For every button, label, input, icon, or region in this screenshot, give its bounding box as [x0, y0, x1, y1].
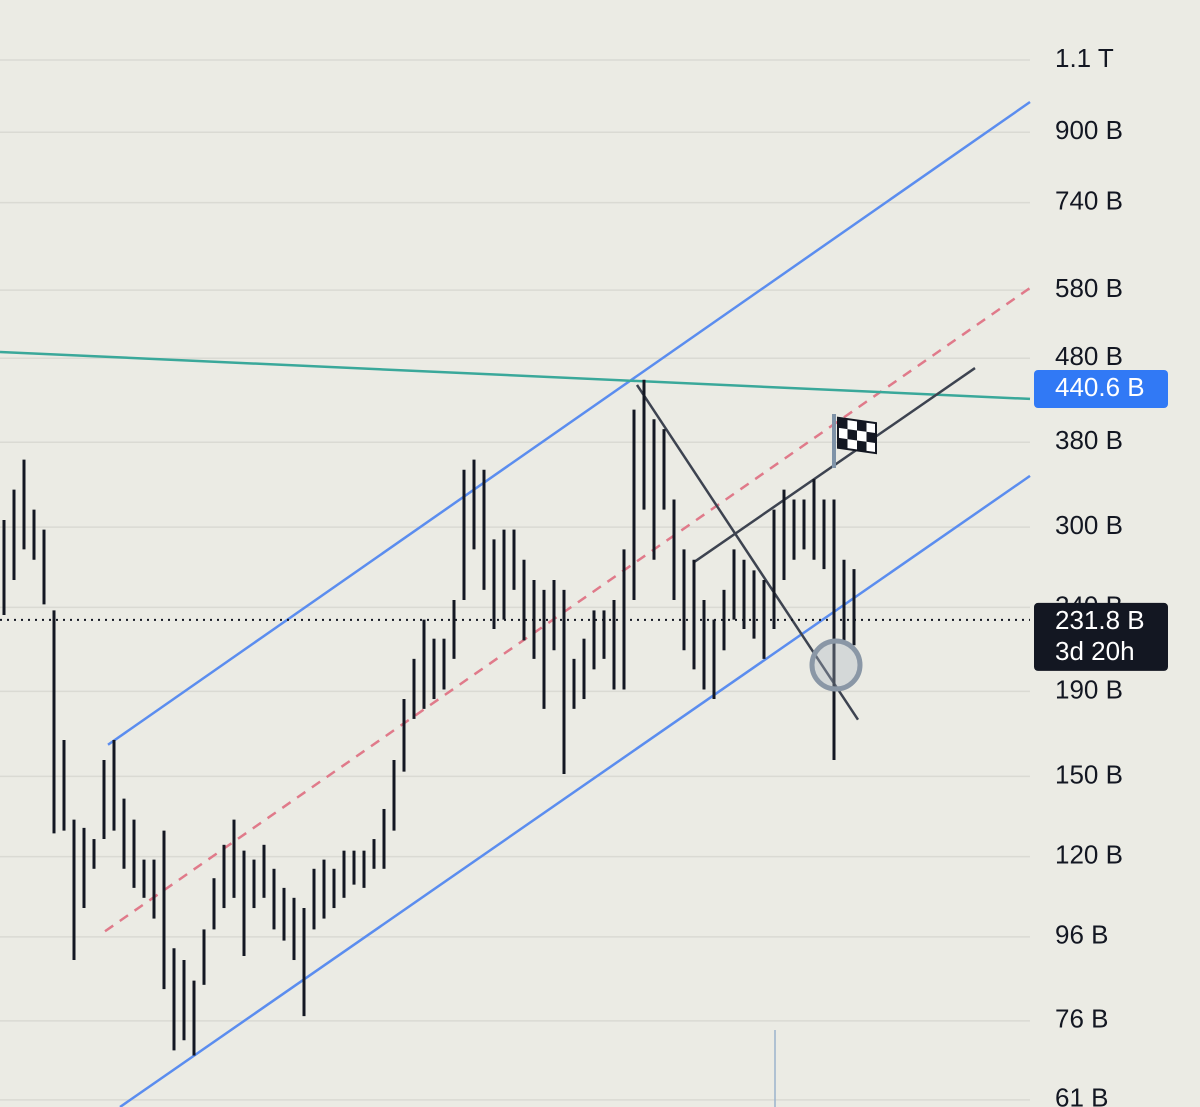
y-tick-label: 380 B — [1055, 425, 1123, 455]
y-tick-label: 120 B — [1055, 839, 1123, 869]
y-tick-label: 900 B — [1055, 115, 1123, 145]
y-tick-label: 96 B — [1055, 920, 1109, 950]
y-tick-label: 1.1 T — [1055, 43, 1114, 73]
flag-icon — [832, 414, 877, 468]
price-label: 440.6 B — [1055, 372, 1145, 402]
y-tick-label: 190 B — [1055, 674, 1123, 704]
trend-line — [0, 350, 1031, 401]
y-tick-label: 740 B — [1055, 185, 1123, 215]
y-tick-label: 150 B — [1055, 759, 1123, 789]
trend-line — [104, 286, 1031, 933]
y-tick-label: 300 B — [1055, 510, 1123, 540]
y-tick-label: 61 B — [1055, 1083, 1109, 1107]
price-label: 231.8 B — [1055, 605, 1145, 635]
price-label-box — [1034, 602, 1168, 671]
countdown-label: 3d 20h — [1055, 636, 1135, 666]
trend-line — [107, 101, 1031, 746]
price-label-box — [1034, 369, 1168, 408]
target-circle — [809, 638, 863, 692]
trend-line — [119, 474, 1031, 1107]
y-tick-label: 480 B — [1055, 341, 1123, 371]
trend-line — [635, 384, 860, 721]
y-tick-label: 580 B — [1055, 273, 1123, 303]
y-tick-label: 76 B — [1055, 1004, 1109, 1034]
